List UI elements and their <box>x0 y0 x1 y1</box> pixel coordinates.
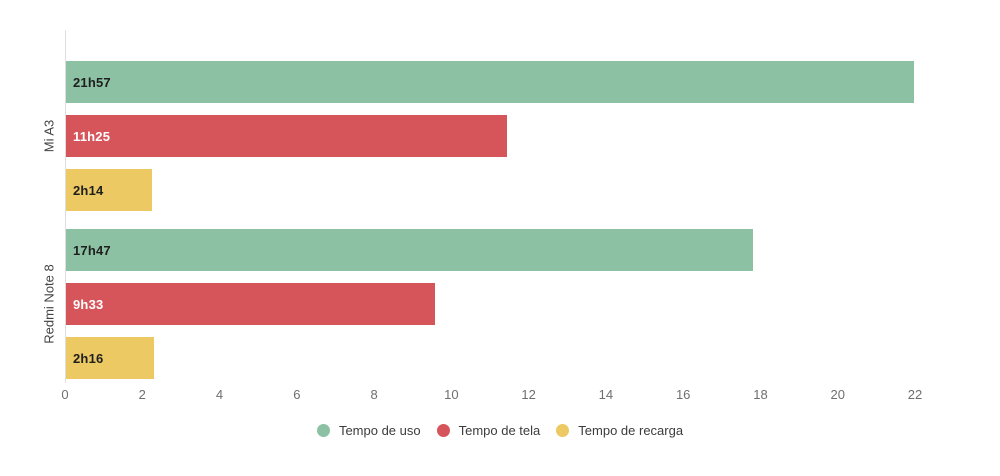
x-axis-tick-label: 8 <box>370 387 378 402</box>
x-axis-tick-label: 4 <box>215 387 224 402</box>
bar-value-label: 2h14 <box>73 182 104 198</box>
bar-tempo-de-tela-redmi-note-8[interactable]: 9h33 <box>66 283 435 325</box>
legend-item-tempo-de-uso[interactable]: Tempo de uso <box>316 423 421 438</box>
legend-label: Tempo de recarga <box>578 423 684 438</box>
bar-value-label: 2h16 <box>73 350 104 366</box>
legend-item-tempo-de-recarga[interactable]: Tempo de recarga <box>556 423 683 438</box>
x-axis-tick-label: 14 <box>598 387 614 402</box>
legend-swatch-icon <box>436 424 450 437</box>
bar-tempo-de-tela-mi-a3[interactable]: 11h25 <box>66 115 507 157</box>
x-axis-tick-label: 10 <box>444 387 459 402</box>
x-axis-tick-label: 18 <box>753 387 768 402</box>
bar-tempo-de-recarga-redmi-note-8[interactable]: 2h16 <box>66 337 154 379</box>
x-axis-tick-label: 6 <box>293 387 301 402</box>
category-label-redmi-note-8: Redmi Note 8 <box>41 264 57 344</box>
bar-value-label: 21h57 <box>73 74 111 90</box>
plot-area: 21h57 17h47 11h25 9h33 2h14 2h16 <box>65 30 916 383</box>
bar-tempo-de-uso-redmi-note-8[interactable]: 17h47 <box>66 229 753 271</box>
x-axis-tick-label: 20 <box>830 387 845 402</box>
bar-tempo-de-recarga-mi-a3[interactable]: 2h14 <box>66 169 152 211</box>
x-axis-tick-label: 2 <box>138 387 146 402</box>
legend-label: Tempo de uso <box>338 423 421 438</box>
bar-value-label: 11h25 <box>73 128 111 144</box>
x-axis-tick-label: 0 <box>61 387 69 402</box>
category-label-mi-a3: Mi A3 <box>41 119 57 153</box>
legend-item-tempo-de-tela[interactable]: Tempo de tela <box>436 423 541 438</box>
bar-tempo-de-uso-mi-a3[interactable]: 21h57 <box>66 61 914 103</box>
x-axis-tick-label: 22 <box>907 387 923 402</box>
x-axis-tick-label: 16 <box>675 387 691 402</box>
legend-swatch-icon <box>316 424 330 437</box>
legend-label: Tempo de tela <box>458 423 541 438</box>
legend: Tempo de uso Tempo de tela Tempo de recarg… <box>0 423 1000 438</box>
bar-value-label: 17h47 <box>73 242 111 258</box>
legend-swatch-icon <box>556 424 570 437</box>
bar-value-label: 9h33 <box>73 296 104 312</box>
x-axis-tick-label: 12 <box>521 387 536 402</box>
